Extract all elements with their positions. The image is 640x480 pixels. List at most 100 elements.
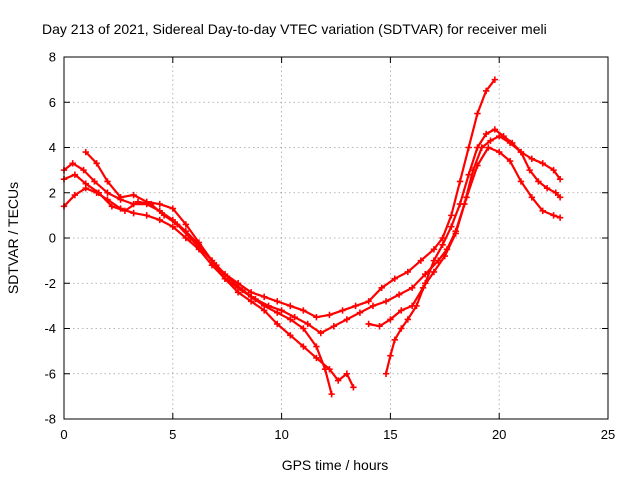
data-point — [328, 390, 335, 398]
data-point — [104, 178, 111, 185]
data-point — [556, 194, 564, 201]
series-arc-a — [60, 76, 499, 321]
data-point — [130, 191, 137, 199]
data-point — [474, 144, 481, 151]
data-point — [287, 316, 294, 323]
data-point — [156, 200, 163, 208]
y-tick-label: 8 — [49, 50, 56, 65]
data-point — [539, 207, 546, 215]
data-point — [417, 257, 425, 264]
data-point — [404, 316, 412, 323]
data-point — [71, 171, 79, 178]
data-point — [482, 87, 490, 95]
data-point — [274, 320, 281, 328]
x-tick-label: 0 — [60, 427, 67, 442]
data-point — [387, 352, 394, 359]
data-point — [365, 298, 372, 305]
x-tick-label: 25 — [601, 427, 615, 442]
data-point — [487, 137, 494, 144]
data-point — [91, 178, 98, 185]
data-point — [456, 178, 464, 185]
data-point — [465, 144, 472, 151]
data-point — [398, 307, 405, 314]
data-point — [404, 268, 412, 276]
data-point — [108, 203, 116, 210]
data-point — [376, 323, 383, 330]
y-tick-label: -4 — [44, 321, 56, 336]
data-point — [287, 332, 294, 339]
data-point — [339, 307, 346, 314]
data-point — [317, 329, 324, 337]
series-line — [384, 128, 562, 375]
data-point — [221, 275, 229, 282]
data-point — [330, 323, 338, 330]
data-point — [93, 189, 100, 196]
y-axis-title: SDTVAR / TECUs — [5, 182, 21, 294]
y-tick-label: -2 — [44, 276, 56, 291]
data-point — [422, 271, 429, 278]
data-point — [448, 223, 455, 230]
data-point — [391, 336, 398, 344]
data-point — [304, 320, 311, 328]
data-point — [160, 212, 168, 219]
data-point — [528, 194, 536, 201]
data-point — [395, 291, 403, 298]
data-point — [485, 144, 492, 151]
y-tick-label: -8 — [44, 412, 56, 427]
data-point — [463, 194, 470, 201]
data-point — [82, 148, 89, 156]
data-point — [535, 178, 542, 185]
data-point — [117, 205, 124, 212]
data-point — [550, 212, 557, 219]
data-point — [398, 325, 405, 332]
data-point — [517, 178, 525, 185]
data-point — [448, 212, 455, 219]
data-point — [552, 189, 559, 196]
data-point — [117, 194, 124, 201]
data-point — [441, 252, 448, 260]
y-tick-label: -6 — [44, 366, 56, 381]
series-arc-e — [382, 126, 564, 377]
data-point — [93, 160, 100, 167]
data-point — [452, 230, 459, 237]
y-tick-label: 2 — [49, 185, 56, 200]
data-point — [291, 313, 298, 321]
data-point — [260, 307, 268, 314]
y-tick-label: 6 — [49, 95, 56, 110]
data-point — [195, 239, 203, 246]
x-tick-label: 5 — [169, 427, 176, 442]
data-point — [528, 155, 536, 163]
data-point — [343, 316, 351, 323]
data-point — [313, 354, 320, 362]
data-point — [543, 185, 551, 192]
data-series — [60, 76, 564, 398]
data-point — [526, 166, 533, 174]
data-point — [482, 130, 490, 138]
data-point — [456, 200, 464, 208]
data-point — [382, 298, 390, 305]
data-point — [173, 221, 181, 228]
data-point — [343, 370, 351, 377]
data-point — [300, 343, 307, 350]
series-line — [62, 78, 496, 319]
data-point — [274, 298, 281, 305]
data-point — [387, 316, 394, 323]
series-line — [62, 187, 333, 396]
data-point — [208, 257, 216, 264]
data-point — [474, 110, 481, 117]
series-arc-f — [365, 144, 564, 330]
y-axis-ticks: -8 -6 -4 -2 0 2 4 6 8 — [44, 50, 608, 427]
data-point — [82, 185, 89, 192]
x-tick-label: 20 — [492, 427, 506, 442]
data-point — [465, 171, 472, 178]
data-point — [356, 309, 364, 316]
data-point — [350, 384, 357, 391]
data-point — [500, 132, 507, 140]
data-point — [556, 214, 564, 221]
data-point — [104, 196, 111, 203]
data-point — [430, 268, 438, 276]
x-axis-title: GPS time / hours — [282, 457, 389, 473]
series-line — [84, 150, 355, 389]
data-point — [550, 166, 557, 174]
